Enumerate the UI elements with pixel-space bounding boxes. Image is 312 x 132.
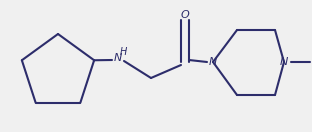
Text: O: O: [181, 10, 189, 20]
Text: H: H: [119, 47, 127, 57]
Text: N: N: [114, 53, 122, 63]
Text: N: N: [280, 57, 288, 67]
Text: N: N: [209, 57, 217, 67]
